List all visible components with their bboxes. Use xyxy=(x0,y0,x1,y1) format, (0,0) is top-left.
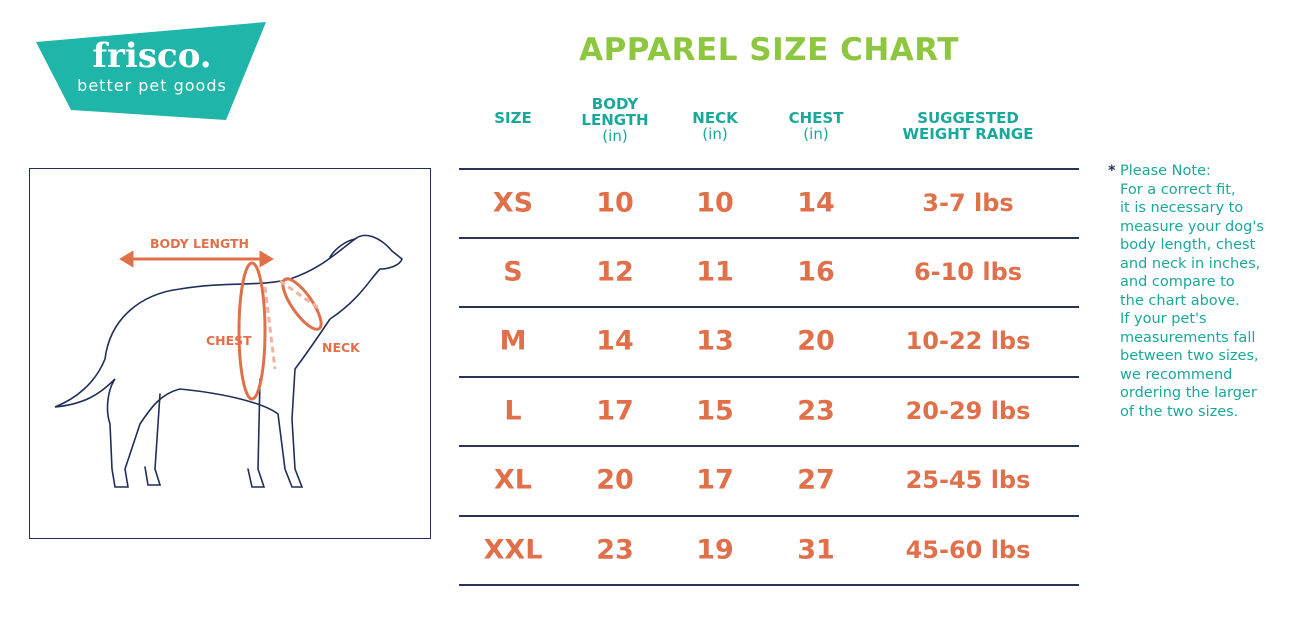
header-label: SIZE xyxy=(494,109,532,127)
table-cell: 10 xyxy=(696,187,734,218)
please-note: * Please Note: For a correct fit, it is … xyxy=(1108,162,1264,421)
table-cell: 6-10 lbs xyxy=(913,257,1023,286)
label-chest: CHEST xyxy=(206,333,252,348)
row-divider xyxy=(459,445,1079,447)
table-cell: 10-22 lbs xyxy=(905,327,1031,355)
label-neck: NECK xyxy=(322,340,360,355)
logo-tagline: better pet goods xyxy=(77,76,227,95)
header-label: CHEST xyxy=(788,109,844,127)
table-cell: 19 xyxy=(696,534,734,565)
logo-brand: frisco. xyxy=(92,36,212,76)
table-cell: 45-60 lbs xyxy=(905,535,1031,564)
asterisk: * xyxy=(1108,163,1116,179)
table-cell: 20 xyxy=(596,464,634,496)
table-cell: 13 xyxy=(696,325,734,357)
table-cell: XXL xyxy=(483,534,543,565)
chart-title: APPAREL SIZE CHART xyxy=(579,32,959,68)
dog-measurement-diagram: BODY LENGTH CHEST NECK xyxy=(29,168,431,539)
column-header: SUGGESTED WEIGHT RANGE xyxy=(903,110,1034,142)
row-divider xyxy=(459,168,1079,170)
dog-illustration xyxy=(54,234,403,488)
label-body-length: BODY LENGTH xyxy=(150,236,250,251)
table-cell: S xyxy=(503,256,523,287)
frisco-logo: frisco. better pet goods xyxy=(36,22,268,122)
header-unit: (in) xyxy=(803,125,829,143)
table-cell: L xyxy=(504,395,522,426)
header-unit: (in) xyxy=(602,127,628,145)
column-header: SIZE xyxy=(494,110,532,126)
header-label: SUGGESTED WEIGHT RANGE xyxy=(902,109,1034,143)
table-cell: 15 xyxy=(696,395,734,426)
row-divider xyxy=(459,515,1079,517)
note-text: Please Note: For a correct fit, it is ne… xyxy=(1120,163,1264,420)
header-unit: (in) xyxy=(702,125,728,143)
table-cell: 11 xyxy=(696,256,734,287)
table-cell: 23 xyxy=(596,534,634,565)
table-cell: 10 xyxy=(596,187,634,218)
column-header: BODY LENGTH (in) xyxy=(581,96,648,144)
row-divider xyxy=(459,376,1079,378)
table-cell: 14 xyxy=(596,325,634,357)
table-cell: XS xyxy=(492,187,534,218)
column-header: NECK (in) xyxy=(692,110,737,142)
table-cell: 23 xyxy=(797,395,835,426)
row-divider xyxy=(459,237,1079,239)
row-divider xyxy=(459,584,1079,586)
header-label: NECK xyxy=(692,109,738,127)
table-cell: 20-29 lbs xyxy=(905,396,1031,425)
column-header: CHEST (in) xyxy=(789,110,844,142)
table-cell: 31 xyxy=(797,534,835,565)
table-cell: M xyxy=(499,325,527,357)
table-cell: 16 xyxy=(797,256,835,287)
table-cell: 27 xyxy=(797,464,835,496)
table-cell: 17 xyxy=(696,464,734,496)
table-cell: 12 xyxy=(596,256,634,287)
table-cell: XL xyxy=(493,464,533,496)
header-label: BODY LENGTH xyxy=(581,95,649,129)
table-cell: 3-7 lbs xyxy=(922,188,1014,217)
table-cell: 25-45 lbs xyxy=(905,466,1031,494)
row-divider xyxy=(459,306,1079,308)
table-cell: 17 xyxy=(596,395,634,426)
table-cell: 14 xyxy=(797,187,835,218)
table-cell: 20 xyxy=(797,325,835,357)
